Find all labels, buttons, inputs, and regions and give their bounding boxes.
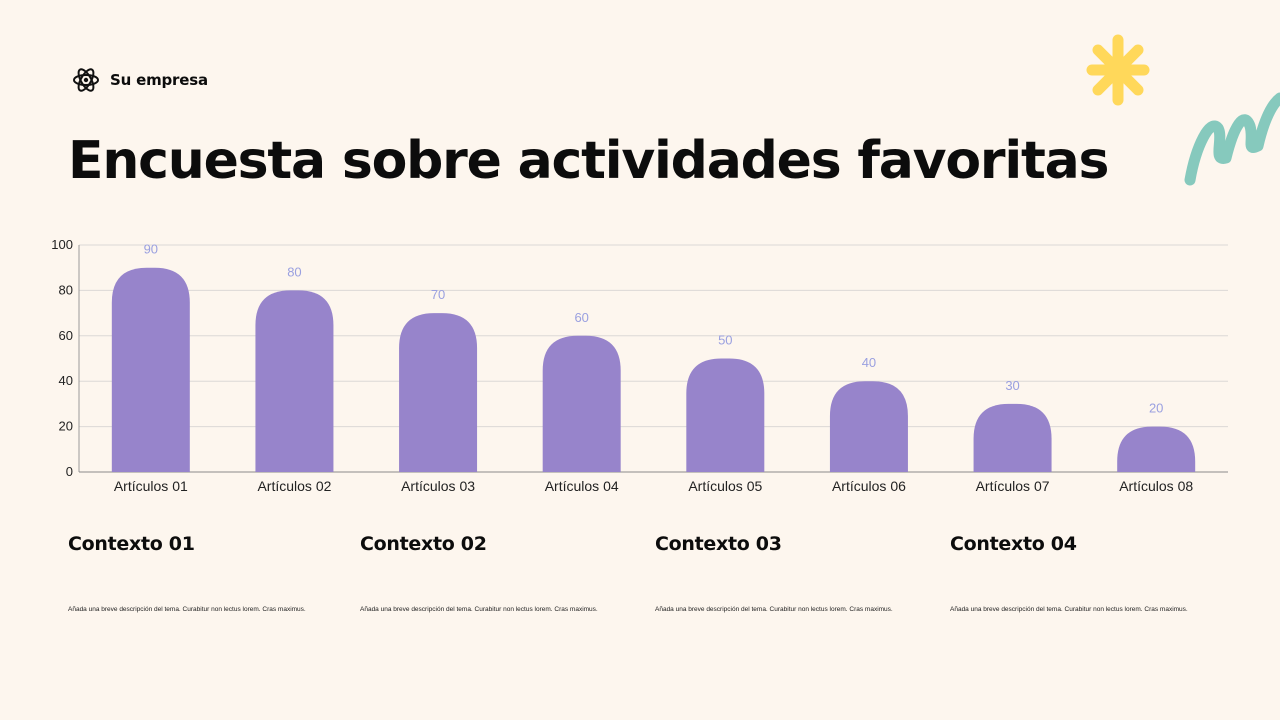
data-label: 40 — [862, 355, 876, 370]
company-name: Su empresa — [110, 71, 208, 89]
y-tick-label: 100 — [51, 237, 73, 252]
y-tick-label: 20 — [59, 419, 73, 434]
context-block-3: Contexto 03 Añada una breve descripción … — [655, 531, 935, 615]
x-tick-label: Artículos 03 — [401, 478, 475, 494]
bar — [973, 403, 1052, 472]
data-label: 50 — [718, 333, 732, 348]
context-description: Añada una breve descripción del tema. Cu… — [950, 606, 1188, 613]
y-axis: 0 20 40 60 80 100 — [51, 237, 73, 479]
bar-chart: 0 20 40 60 80 100 90 80 70 60 50 40 30 20 Artículos … — [51, 237, 1228, 494]
context-block-1: Contexto 01 Añada una breve descripción … — [68, 531, 348, 615]
bar — [542, 335, 621, 472]
data-label: 20 — [1149, 401, 1163, 416]
x-tick-label: Artículos 07 — [976, 478, 1050, 494]
x-tick-label: Artículos 04 — [545, 478, 619, 494]
atom-icon — [72, 66, 100, 94]
context-description: Añada una breve descripción del tema. Cu… — [360, 606, 598, 613]
context-title: Contexto 03 — [655, 533, 782, 555]
context-description: Añada una breve descripción del tema. Cu… — [68, 606, 306, 613]
context-title: Contexto 04 — [950, 533, 1077, 555]
page-title: Encuesta sobre actividades favoritas — [68, 131, 1109, 191]
x-tick-label: Artículos 01 — [114, 478, 188, 494]
y-tick-label: 80 — [59, 282, 73, 297]
context-block-2: Contexto 02 Añada una breve descripción … — [360, 531, 640, 615]
context-description: Añada una breve descripción del tema. Cu… — [655, 606, 893, 613]
x-tick-label: Artículos 05 — [688, 478, 762, 494]
star-decoration — [1080, 30, 1156, 115]
x-axis: Artículos 01 Artículos 02 Artículos 03 Artí… — [114, 478, 1194, 494]
bar — [111, 267, 190, 472]
bar — [686, 358, 765, 472]
bar — [255, 290, 334, 472]
context-title: Contexto 01 — [68, 533, 195, 555]
context-title: Contexto 02 — [360, 533, 487, 555]
y-tick-label: 0 — [66, 464, 73, 479]
data-labels: 90 80 70 60 50 40 30 20 — [144, 242, 1164, 416]
data-label: 90 — [144, 242, 158, 257]
x-tick-label: Artículos 02 — [257, 478, 331, 494]
bar — [1117, 426, 1196, 472]
data-label: 60 — [574, 310, 588, 325]
chart-grid — [78, 244, 1228, 473]
y-tick-label: 60 — [59, 328, 73, 343]
y-tick-label: 40 — [59, 373, 73, 388]
data-label: 70 — [431, 287, 445, 302]
squiggle-decoration — [1182, 86, 1280, 195]
brand: Su empresa — [72, 66, 208, 94]
bar — [399, 313, 478, 472]
data-label: 30 — [1005, 378, 1019, 393]
x-tick-label: Artículos 06 — [832, 478, 906, 494]
data-label: 80 — [287, 264, 301, 279]
bar — [829, 381, 908, 472]
context-block-4: Contexto 04 Añada una breve descripción … — [950, 531, 1230, 615]
bars — [111, 267, 1196, 472]
x-tick-label: Artículos 08 — [1119, 478, 1193, 494]
